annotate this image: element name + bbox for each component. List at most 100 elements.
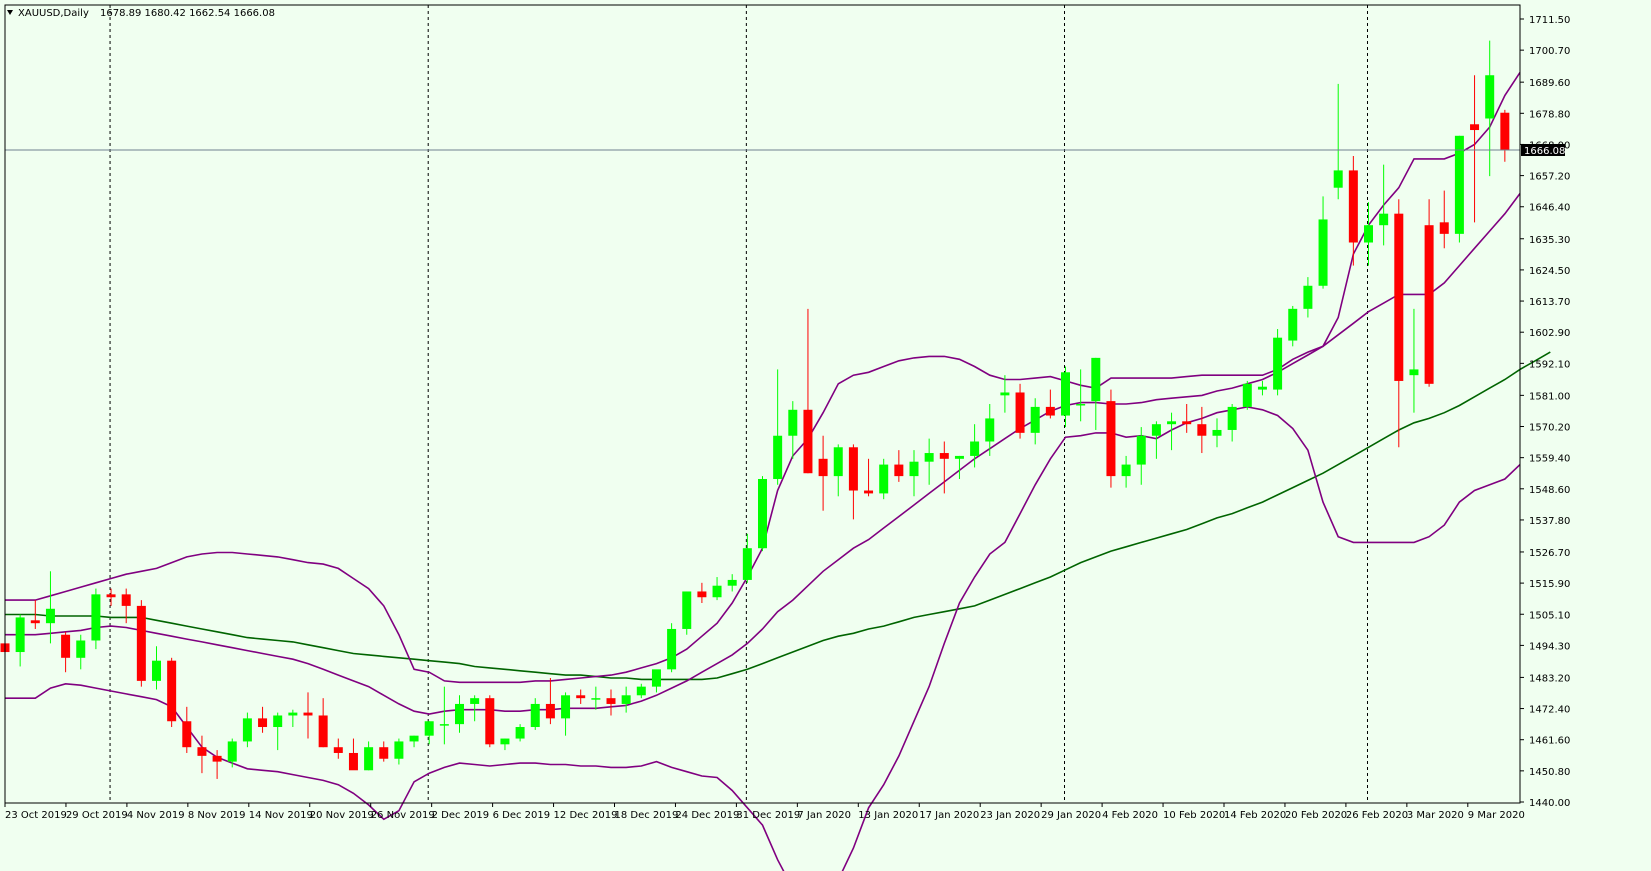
- candle-body: [15, 617, 25, 653]
- candle-body: [1303, 285, 1313, 309]
- price-tick-label: 1602.90: [1529, 328, 1570, 339]
- candle: [15, 614, 25, 667]
- time-tick-label: 6 Dec 2019: [493, 810, 551, 821]
- candle-body: [455, 703, 464, 725]
- candle-body: [606, 698, 616, 704]
- candle-body: [1288, 308, 1298, 341]
- candle-body: [1364, 225, 1373, 243]
- candle-body: [1242, 383, 1252, 407]
- chart-header: XAUUSD,Daily 1678.89 1680.42 1662.54 166…: [7, 8, 275, 19]
- candle-body: [742, 548, 752, 580]
- candle-body: [258, 718, 268, 728]
- candle-body: [561, 695, 571, 719]
- candle: [500, 738, 510, 751]
- candle: [1364, 202, 1373, 266]
- time-tick-label: 17 Jan 2020: [919, 810, 979, 821]
- candle: [1197, 406, 1207, 454]
- candle: [106, 588, 116, 606]
- candle-body: [121, 594, 131, 606]
- time-tick-label: 9 Mar 2020: [1468, 810, 1525, 821]
- candle: [1379, 164, 1389, 246]
- candle: [152, 646, 161, 690]
- candle-body: [1424, 225, 1434, 384]
- candle: [394, 738, 404, 765]
- candle-body: [303, 712, 313, 716]
- time-tick-label: 20 Feb 2020: [1285, 810, 1347, 821]
- candle: [621, 686, 631, 713]
- bollinger-lower-line: [5, 406, 1521, 871]
- time-tick-label: 26 Nov 2019: [371, 810, 435, 821]
- price-tick-label: 1635.30: [1529, 235, 1570, 246]
- candle-body: [970, 441, 980, 456]
- candle-body: [515, 727, 525, 739]
- time-tick-label: 24 Dec 2019: [675, 810, 739, 821]
- candle: [1288, 305, 1298, 347]
- current-price-tag: [1521, 143, 1565, 156]
- candle: [485, 695, 495, 748]
- candle-body: [545, 703, 555, 719]
- candle: [1106, 389, 1116, 488]
- candle: [591, 686, 601, 710]
- candle: [1303, 277, 1313, 318]
- candle: [1348, 155, 1358, 266]
- price-tick-label: 1559.40: [1529, 454, 1570, 465]
- candle: [333, 738, 343, 759]
- candle: [409, 735, 419, 748]
- candle-body: [1470, 124, 1480, 131]
- candle-body: [909, 461, 919, 477]
- collapse-triangle-icon[interactable]: [7, 10, 13, 15]
- candle: [167, 657, 177, 728]
- candles: [0, 40, 1510, 779]
- price-tick-label: 1472.40: [1529, 705, 1570, 716]
- candle-body: [1454, 135, 1464, 234]
- candle-body: [1091, 357, 1101, 402]
- candle: [667, 623, 677, 673]
- candle-body: [30, 620, 40, 624]
- candle-body: [1379, 213, 1389, 226]
- candle: [576, 689, 586, 704]
- candle: [1227, 404, 1237, 442]
- candle: [833, 444, 843, 497]
- time-tick-label: 3 Mar 2020: [1407, 810, 1464, 821]
- candle-body: [1212, 429, 1222, 436]
- candle: [1333, 83, 1343, 200]
- candle-body: [712, 585, 722, 598]
- candle: [424, 721, 434, 745]
- candle: [1121, 455, 1131, 488]
- candle-body: [803, 409, 813, 474]
- time-tick-label: 31 Dec 2019: [736, 810, 800, 821]
- candle: [1394, 199, 1404, 448]
- candle: [61, 631, 71, 673]
- price-tick-label: 1678.80: [1529, 109, 1570, 120]
- candle: [258, 706, 268, 733]
- candle-body: [242, 718, 252, 742]
- candle-body: [45, 608, 55, 624]
- candle-body: [1333, 170, 1343, 188]
- candle: [212, 750, 222, 779]
- candle-body: [1348, 170, 1358, 243]
- candle: [303, 692, 313, 739]
- candle-body: [1106, 401, 1116, 477]
- candle: [288, 709, 298, 728]
- candle-body: [1061, 372, 1070, 416]
- candle: [76, 634, 86, 670]
- candle: [1061, 366, 1070, 428]
- candle: [985, 404, 995, 456]
- candle-body: [288, 712, 298, 716]
- candle: [197, 735, 207, 774]
- candle-body: [197, 747, 207, 756]
- candle-body: [273, 715, 283, 728]
- candle: [1424, 199, 1434, 387]
- candle-body: [788, 409, 798, 436]
- candle: [924, 438, 934, 485]
- candle: [1076, 369, 1086, 422]
- candle-body: [1273, 337, 1283, 390]
- candle: [439, 686, 449, 745]
- candle: [773, 369, 783, 485]
- price-tick-label: 1461.60: [1529, 736, 1570, 747]
- candle: [1439, 190, 1449, 249]
- candle: [864, 458, 874, 497]
- candle: [1273, 329, 1283, 396]
